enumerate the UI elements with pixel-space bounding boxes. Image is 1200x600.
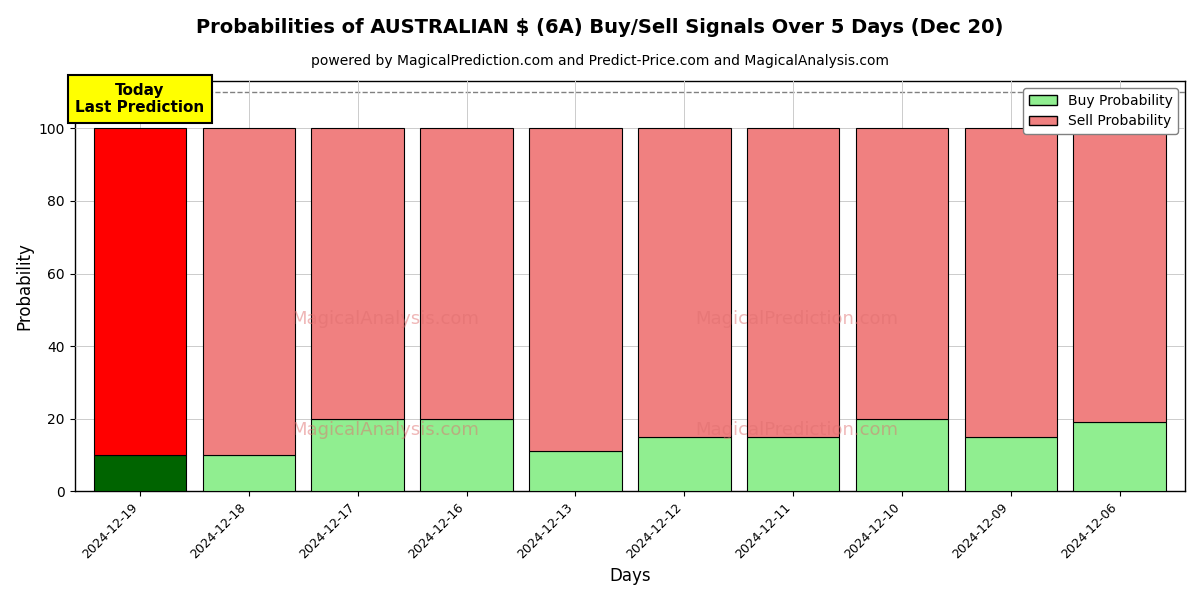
Bar xyxy=(94,128,186,455)
Text: MagicalPrediction.com: MagicalPrediction.com xyxy=(695,421,898,439)
Bar xyxy=(203,455,295,491)
Bar xyxy=(94,455,186,491)
Bar xyxy=(203,128,295,455)
Bar xyxy=(312,419,404,491)
Bar xyxy=(529,128,622,451)
Bar xyxy=(420,128,512,419)
X-axis label: Days: Days xyxy=(610,567,650,585)
Text: Probabilities of AUSTRALIAN $ (6A) Buy/Sell Signals Over 5 Days (Dec 20): Probabilities of AUSTRALIAN $ (6A) Buy/S… xyxy=(197,18,1003,37)
Text: Today
Last Prediction: Today Last Prediction xyxy=(76,83,204,115)
Bar xyxy=(965,437,1057,491)
Bar xyxy=(965,128,1057,437)
Bar xyxy=(638,128,731,437)
Legend: Buy Probability, Sell Probability: Buy Probability, Sell Probability xyxy=(1024,88,1178,134)
Bar xyxy=(638,437,731,491)
Text: MagicalAnalysis.com: MagicalAnalysis.com xyxy=(292,310,480,328)
Bar xyxy=(856,419,948,491)
Bar xyxy=(746,437,839,491)
Y-axis label: Probability: Probability xyxy=(16,242,34,330)
Text: MagicalAnalysis.com: MagicalAnalysis.com xyxy=(292,421,480,439)
Bar xyxy=(1074,422,1166,491)
Text: MagicalPrediction.com: MagicalPrediction.com xyxy=(695,310,898,328)
Bar xyxy=(856,128,948,419)
Bar xyxy=(1074,128,1166,422)
Bar xyxy=(420,419,512,491)
Bar xyxy=(312,128,404,419)
Bar xyxy=(529,451,622,491)
Bar xyxy=(746,128,839,437)
Text: powered by MagicalPrediction.com and Predict-Price.com and MagicalAnalysis.com: powered by MagicalPrediction.com and Pre… xyxy=(311,54,889,68)
